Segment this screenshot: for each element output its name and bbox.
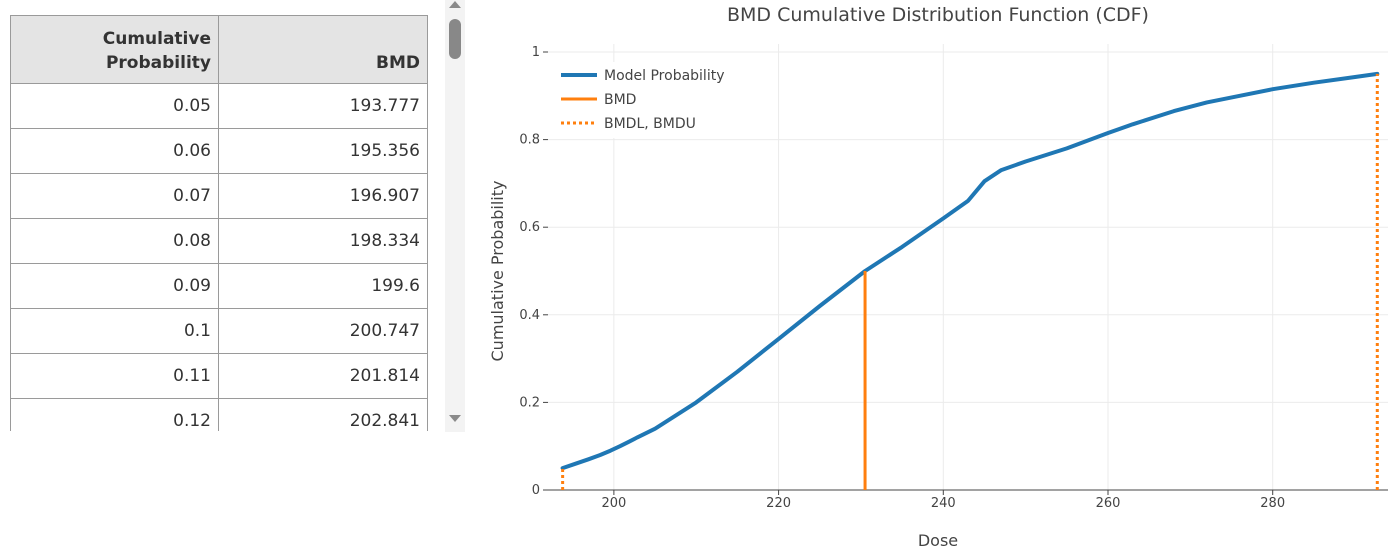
table-cell-bmd: 200.747: [218, 308, 428, 354]
table-cell-probability: 0.05: [10, 83, 219, 129]
table-cell-probability: 0.12: [10, 398, 219, 431]
column-header-cumulative-probability[interactable]: Cumulative Probability: [10, 15, 219, 84]
cdf-table: Cumulative Probability BMD 0.05 193.777 …: [10, 15, 428, 431]
y-tick-label: 0.6: [519, 220, 540, 235]
table-cell-probability: 0.11: [10, 353, 219, 399]
x-tick-label: 280: [1260, 496, 1285, 511]
table-cell-bmd: 196.907: [218, 173, 428, 219]
legend-item-bmd[interactable]: BMD: [561, 92, 636, 108]
table-row: 0.08 198.334: [10, 218, 428, 264]
table-cell-probability: 0.07: [10, 173, 219, 219]
x-axis-title: Dose: [918, 531, 958, 550]
chart-title: BMD Cumulative Distribution Function (CD…: [727, 4, 1149, 26]
y-tick-label: 0.4: [519, 308, 540, 323]
table-cell-bmd: 198.334: [218, 218, 428, 264]
cdf-chart: 200 220 240 260 280 0 0.2 0.4 0.6 0.8 1 BMD Cumula…: [488, 4, 1388, 550]
x-tick-label: 260: [1096, 496, 1121, 511]
y-axis-title: Cumulative Probability: [488, 181, 507, 362]
table-row: 0.05 193.777: [10, 83, 428, 129]
chart-ticks: 200 220 240 260 280 0 0.2 0.4 0.6 0.8 1: [519, 45, 1285, 511]
table-cell-bmd: 201.814: [218, 353, 428, 399]
table-row: 0.11 201.814: [10, 353, 428, 399]
table-cell-bmd: 202.841: [218, 398, 428, 431]
table-cell-probability: 0.09: [10, 263, 219, 309]
legend-item-model-probability[interactable]: Model Probability: [561, 68, 725, 84]
table-row: 0.12 202.841: [10, 398, 428, 431]
table-row: 0.1 200.747: [10, 308, 428, 354]
scroll-thumb[interactable]: [449, 19, 461, 59]
cdf-table-container[interactable]: Cumulative Probability BMD 0.05 193.777 …: [10, 15, 428, 431]
table-cell-probability: 0.06: [10, 128, 219, 174]
legend-label-bmd: BMD: [604, 92, 636, 108]
table-scrollbar[interactable]: [445, 0, 465, 432]
y-tick-label: 0.2: [519, 395, 540, 410]
y-tick-label: 1: [532, 45, 540, 60]
table-cell-bmd: 195.356: [218, 128, 428, 174]
model-probability-line: [560, 71, 1380, 471]
table-row: 0.09 199.6: [10, 263, 428, 309]
y-tick-label: 0.8: [519, 133, 540, 148]
x-tick-label: 220: [766, 496, 791, 511]
legend-label-bmdl-bmdu: BMDL, BMDU: [604, 116, 696, 132]
x-tick-label: 240: [931, 496, 956, 511]
chart-grid: [548, 44, 1388, 490]
table-row: 0.07 196.907: [10, 173, 428, 219]
table-row: 0.06 195.356: [10, 128, 428, 174]
chart-plot-area: [560, 71, 1380, 490]
legend-item-bmdl-bmdu[interactable]: BMDL, BMDU: [561, 116, 696, 132]
table-header-row: Cumulative Probability BMD: [10, 15, 428, 84]
scroll-down-arrow-icon[interactable]: [449, 415, 461, 422]
x-tick-label: 200: [601, 496, 626, 511]
column-header-bmd[interactable]: BMD: [218, 15, 428, 84]
y-tick-label: 0: [532, 483, 540, 498]
table-cell-bmd: 193.777: [218, 83, 428, 129]
legend-label-model-probability: Model Probability: [604, 68, 725, 84]
chart-legend[interactable]: Model Probability BMD BMDL, BMDU: [554, 62, 734, 138]
table-cell-bmd: 199.6: [218, 263, 428, 309]
scroll-up-arrow-icon[interactable]: [449, 1, 461, 8]
table-cell-probability: 0.08: [10, 218, 219, 264]
table-cell-probability: 0.1: [10, 308, 219, 354]
